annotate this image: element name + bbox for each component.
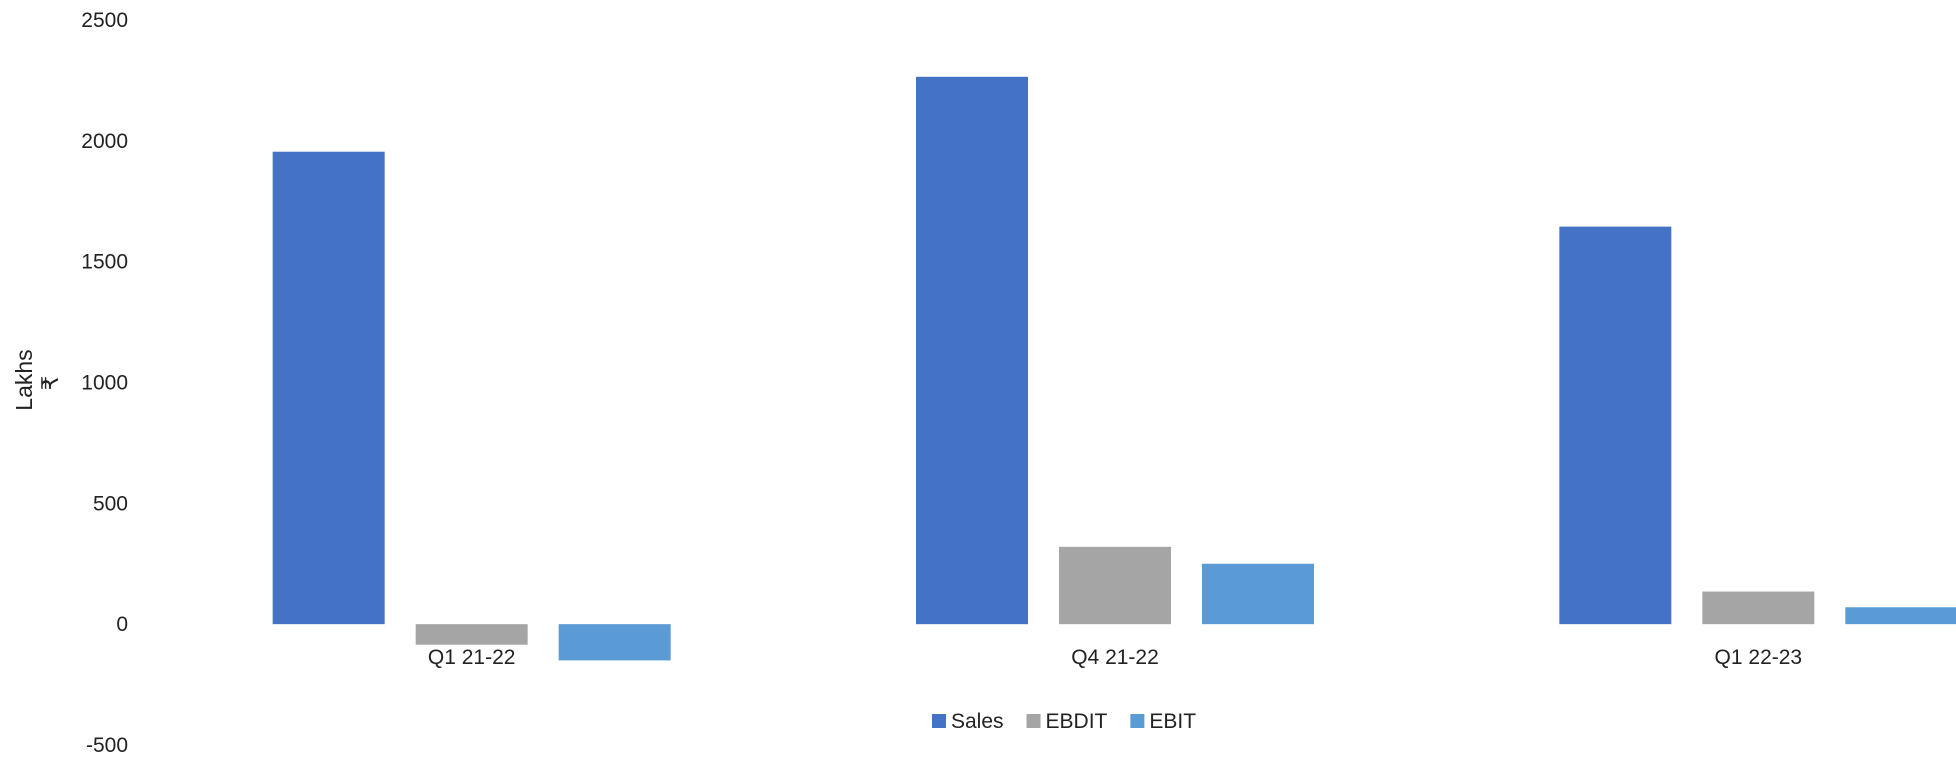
legend-swatch-ebit [1130, 714, 1145, 728]
y-axis-unit: ₹ [37, 376, 63, 391]
category-label: Q4 21-22 [1071, 646, 1159, 669]
y-tick-label: 1500 [81, 251, 128, 274]
y-axis-title: Lakhs ₹ [11, 349, 63, 410]
bar-ebdit-2 [1702, 591, 1815, 625]
legend-label-ebit: EBIT [1149, 710, 1196, 733]
legend-label-ebdit: EBDIT [1046, 710, 1108, 733]
y-axis-label: Lakhs [11, 349, 37, 410]
bar-ebdit-1 [1059, 546, 1171, 625]
y-tick-label: 1000 [81, 372, 128, 395]
bar-sales-1 [916, 76, 1028, 625]
y-axis-ticks: -500 0 500 1000 1500 2000 2500 [81, 9, 128, 757]
bar-ebit-1 [1202, 563, 1314, 625]
bar-ebit-0 [558, 624, 671, 661]
bar-sales-2 [1559, 226, 1672, 625]
legend-swatch-ebdit [1026, 714, 1041, 728]
bar-ebdit-0 [415, 624, 528, 645]
bar-ebit-2 [1845, 607, 1956, 625]
y-tick-label: 500 [93, 492, 128, 515]
category-label: Q1 22-23 [1715, 646, 1803, 669]
legend: Sales EBDIT EBIT [932, 710, 1196, 733]
y-tick-label: 2500 [81, 9, 128, 32]
legend-label-sales: Sales [951, 710, 1004, 733]
y-tick-label: -500 [86, 734, 128, 757]
category-labels: Q1 21-22 Q4 21-22 Q1 22-23 [428, 646, 1802, 669]
bar-sales-0 [272, 151, 385, 625]
category-label: Q1 21-22 [428, 646, 516, 669]
y-tick-label: 0 [116, 613, 128, 636]
legend-swatch-sales [932, 714, 946, 728]
y-tick-label: 2000 [81, 130, 128, 153]
bars [272, 76, 1956, 661]
